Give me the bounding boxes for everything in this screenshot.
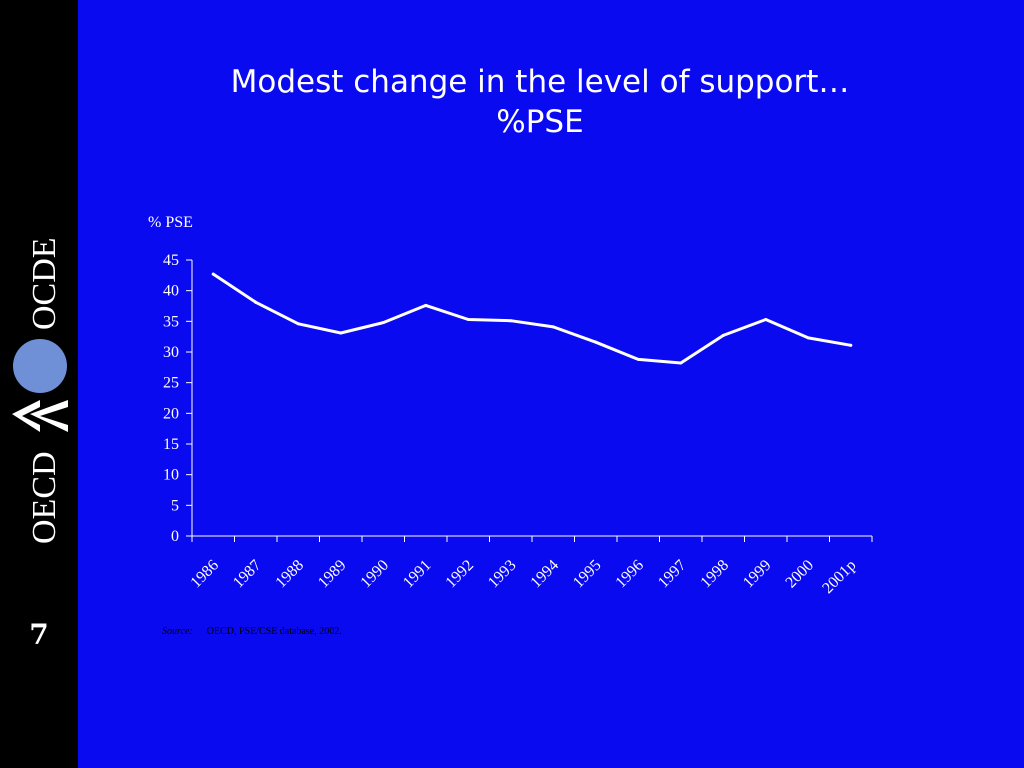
source-label: Source: [162,626,193,637]
x-tick-label: 1992 [442,557,477,592]
x-tick-label: 1990 [357,557,392,592]
x-tick-label: 1986 [187,557,222,592]
x-tick-label: 1993 [485,557,520,592]
logo-text-oecd: OECD [26,451,63,544]
logo-circle-icon [13,339,67,393]
pse-data-point [509,319,513,323]
pse-series-line [211,272,853,365]
pse-data-point [849,343,853,347]
x-tick-label: 1991 [400,557,435,592]
source-note: Source: OECD, PSE/CSE database, 2002. [162,626,342,637]
pse-data-point [764,317,768,321]
pse-data-point [594,340,598,344]
y-tick-label: 0 [171,528,179,545]
pse-data-point [254,300,258,304]
y-tick-label: 10 [163,467,179,484]
pse-data-point [636,357,640,361]
pse-data-point [211,272,215,276]
pse-data-point [339,331,343,335]
pse-data-point [466,317,470,321]
y-tick-label: 15 [163,436,179,453]
x-tick-label: 1994 [527,557,562,592]
pse-data-point [381,321,385,325]
pse-data-point [679,361,683,365]
y-tick-label: 45 [163,252,179,269]
logo-text-ocde: OCDE [26,237,63,330]
x-tick-label: 1988 [272,557,307,592]
x-tick-label: 1996 [612,557,647,592]
x-tick-label: 2001p [819,557,859,597]
oecd-logo: OCDE OECD [0,218,78,548]
y-tick-label: 5 [171,497,179,514]
x-tick-label: 1995 [570,557,605,592]
chevron-logo-icon [12,400,68,432]
pse-data-point [424,303,428,307]
title-line-2: %PSE [496,104,584,140]
y-tick-label: 40 [163,283,179,300]
x-tick-label: 1989 [315,557,350,592]
x-tick-label: 1987 [230,557,265,592]
y-tick-label: 25 [163,375,179,392]
x-tick-label: 1999 [740,557,775,592]
pse-data-point [721,333,725,337]
y-tick-label: 30 [163,344,179,361]
pse-data-point [551,325,555,329]
title-line-1: Modest change in the level of support… [230,64,850,100]
pse-data-point [296,322,300,326]
slide-title: Modest change in the level of support… %… [120,62,960,142]
x-tick-label: 1997 [655,557,690,592]
y-tick-label: 20 [163,405,179,422]
source-text: OECD, PSE/CSE database, 2002. [206,626,342,637]
y-tick-label: 35 [163,313,179,330]
x-tick-label: 1998 [697,557,732,592]
pse-data-point [806,336,810,340]
slide-number: 7 [29,618,49,651]
x-tick-label: 2000 [782,557,817,592]
y-axis-title: % PSE [148,214,193,231]
